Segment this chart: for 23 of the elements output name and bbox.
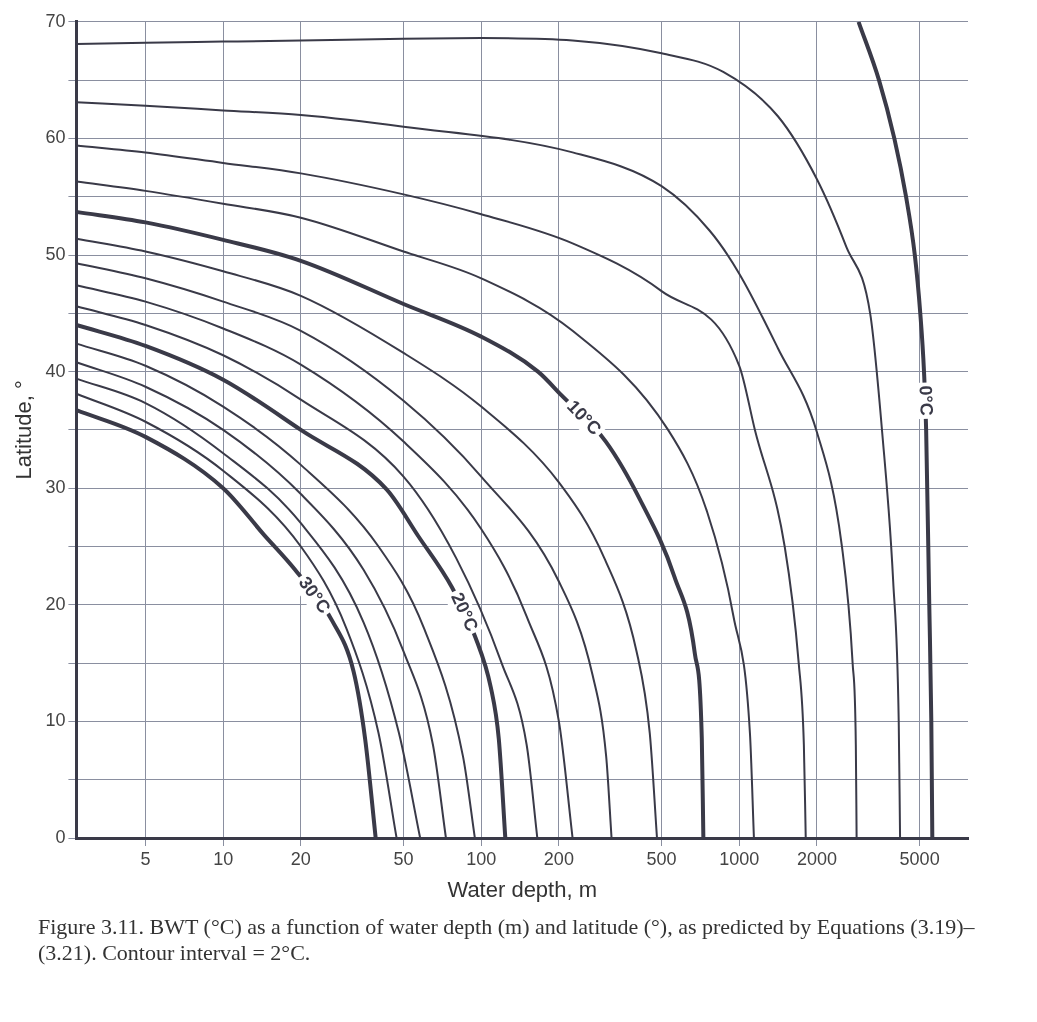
x-tick-label: 500 [646,848,677,869]
x-tick-label: 5 [140,848,151,869]
x-tick-label: 20 [290,848,311,869]
y-tick-label: 10 [45,710,66,731]
text: 0°C [915,385,937,417]
x-tick-label: 50 [393,848,414,869]
y-tick-label: 40 [45,360,66,381]
y-tick-label: 0 [55,826,66,847]
y-axis-title: Latitude, ° [11,380,37,480]
text: 20°C [447,589,483,635]
caption: Figure 3.11. BWT (°C) as a function of water depth (m) and latitude (°), as predicted by Equations (3.19)–(3.21). Contour interval = 2°C. [37,913,976,967]
y-tick-label: 20 [45,593,66,614]
x-tick-label: 100 [466,848,497,869]
x-tick-label: 10 [213,848,234,869]
x-tick-label: 200 [543,848,574,869]
x-tick-label: 2000 [796,848,837,869]
x-axis-title: Water depth, m [447,876,597,902]
y-tick-label: 70 [45,10,66,31]
y-tick-label: 60 [45,127,66,148]
y-tick-label: 30 [45,477,66,498]
y-tick-label: 50 [45,243,66,264]
x-tick-label: 5000 [899,848,940,869]
x-tick-label: 1000 [719,848,760,869]
